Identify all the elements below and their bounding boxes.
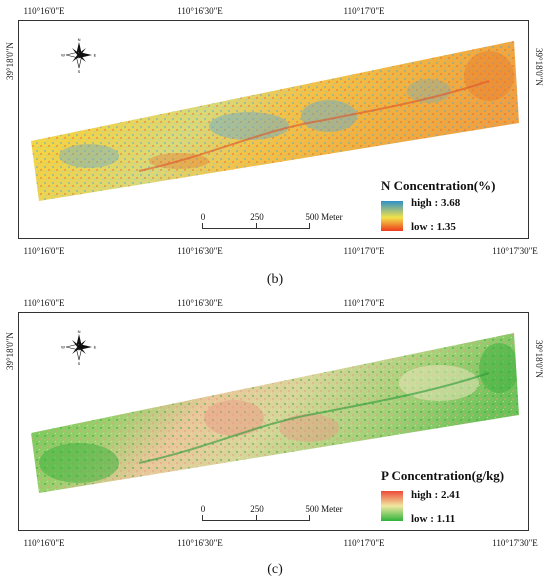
top-longitude-label: 110°16'30"E xyxy=(177,6,223,16)
scale-label: 0 xyxy=(200,504,206,514)
compass-n: N xyxy=(78,329,81,334)
panel-caption: (c) xyxy=(267,562,283,577)
bottom-longitude-label: 110°16'30"E xyxy=(177,538,223,548)
compass-w: W xyxy=(61,53,65,58)
legend-title: P Concentration(g/kg) xyxy=(381,468,505,483)
legend-colorbar xyxy=(381,491,403,521)
left-latitude-label: 39°18'0"N xyxy=(5,42,15,80)
bottom-longitude-label: 110°16'30"E xyxy=(177,246,223,256)
bottom-longitude-label: 110°16'0"E xyxy=(23,538,65,548)
map-frame: N S E W 0 250 500 Meter P Concentration(… xyxy=(18,312,529,531)
legend-low-label: low : 1.11 xyxy=(411,513,456,525)
top-longitude-label: 110°16'0"E xyxy=(23,298,65,308)
scale-label: 0 xyxy=(200,212,206,222)
map-panel-b: 110°16'0"E 110°16'30"E 110°17'0"E 39°18'… xyxy=(0,0,550,287)
legend-low-label: low : 1.35 xyxy=(411,221,456,233)
legend-high-label: high : 3.68 xyxy=(411,197,461,209)
legend-title: N Concentration(%) xyxy=(381,178,496,193)
bottom-longitude-label: 110°17'30"E xyxy=(492,538,538,548)
scale-label: 250 xyxy=(250,504,264,514)
right-latitude-label: 39°18'0"N xyxy=(534,340,544,378)
map-panel-c: 110°16'0"E 110°16'30"E 110°17'0"E 39°18'… xyxy=(0,292,550,577)
top-longitude-label: 110°17'0"E xyxy=(343,298,385,308)
top-longitude-label: 110°17'0"E xyxy=(343,6,385,16)
compass-s: S xyxy=(78,361,81,366)
top-longitude-label: 110°16'30"E xyxy=(177,298,223,308)
scale-label: 250 xyxy=(250,212,264,222)
right-latitude-label: 39°18'0"N xyxy=(534,48,544,86)
raster-strip xyxy=(31,333,519,493)
top-longitude-label: 110°16'0"E xyxy=(23,6,65,16)
panel-caption: (b) xyxy=(266,272,284,287)
bottom-longitude-label: 110°17'30"E xyxy=(492,246,538,256)
legend-colorbar xyxy=(381,201,403,231)
raster-strip xyxy=(31,41,519,201)
north-arrow-icon: N S E W xyxy=(59,35,99,75)
compass-s: S xyxy=(78,69,81,74)
scale-label: 500 Meter xyxy=(305,504,343,514)
compass-n: N xyxy=(78,37,81,42)
bottom-longitude-label: 110°16'0"E xyxy=(23,246,65,256)
bottom-longitude-label: 110°17'0"E xyxy=(343,538,385,548)
legend-high-label: high : 2.41 xyxy=(411,489,461,501)
compass-e: E xyxy=(94,53,97,58)
left-latitude-label: 39°18'0"N xyxy=(5,332,15,370)
bottom-longitude-label: 110°17'0"E xyxy=(343,246,385,256)
map-frame: N S E W 0 250 500 Meter N Concentration(… xyxy=(18,20,529,239)
scale-label: 500 Meter xyxy=(305,212,343,222)
compass-w: W xyxy=(61,345,65,350)
compass-e: E xyxy=(94,345,97,350)
north-arrow-icon: N S E W xyxy=(59,327,99,367)
